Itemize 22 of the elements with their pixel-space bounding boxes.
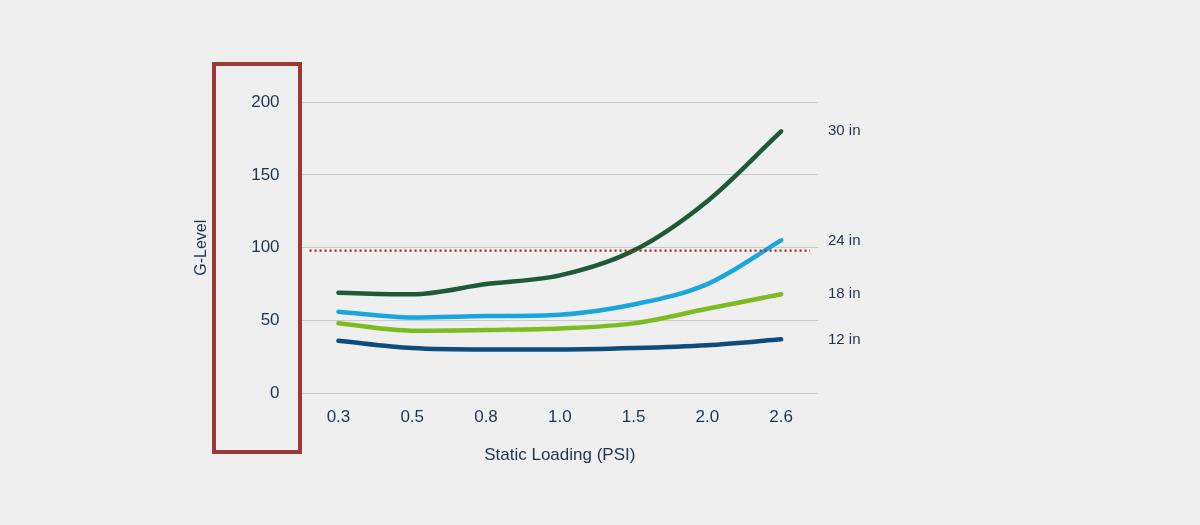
x-axis-title: Static Loading (PSI) bbox=[484, 445, 636, 465]
x-tick-label: 2.6 bbox=[769, 407, 793, 427]
text: 18 in bbox=[828, 284, 861, 302]
y-tick-label: 100 bbox=[251, 237, 280, 257]
x-tick-label: 0.8 bbox=[474, 407, 498, 427]
y-axis-title: G-Level bbox=[192, 219, 210, 276]
y-tick-label: 150 bbox=[251, 164, 280, 184]
line-series bbox=[336, 129, 784, 297]
x-tick-label: 0.5 bbox=[400, 407, 425, 427]
text: 12 in bbox=[828, 329, 861, 347]
x-tick-label: 1.0 bbox=[547, 407, 572, 427]
text: 30 in bbox=[828, 121, 861, 139]
text: 24 in bbox=[828, 230, 861, 248]
y-tick-label: 200 bbox=[251, 91, 280, 111]
x-tick-label: 0.3 bbox=[326, 407, 351, 427]
y-tick-label: 50 bbox=[260, 310, 280, 330]
line-series bbox=[336, 238, 784, 320]
x-tick-label: 1.5 bbox=[621, 407, 646, 427]
line-series bbox=[336, 292, 784, 333]
x-tick-label: 2.0 bbox=[695, 407, 720, 427]
line-series bbox=[336, 337, 784, 352]
y-tick-label: 0 bbox=[270, 382, 280, 402]
